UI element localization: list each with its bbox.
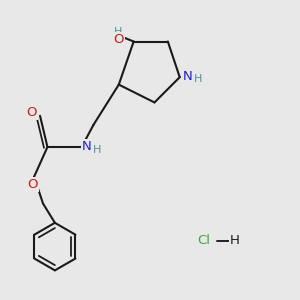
Text: O: O bbox=[26, 106, 37, 119]
Text: H: H bbox=[194, 74, 202, 84]
Text: O: O bbox=[113, 33, 123, 46]
Text: N: N bbox=[182, 70, 192, 83]
Text: Cl: Cl bbox=[197, 234, 210, 247]
Text: H: H bbox=[230, 234, 240, 247]
Text: H: H bbox=[93, 145, 101, 155]
Text: N: N bbox=[82, 140, 92, 153]
Text: H: H bbox=[114, 27, 122, 37]
Text: O: O bbox=[27, 178, 38, 191]
